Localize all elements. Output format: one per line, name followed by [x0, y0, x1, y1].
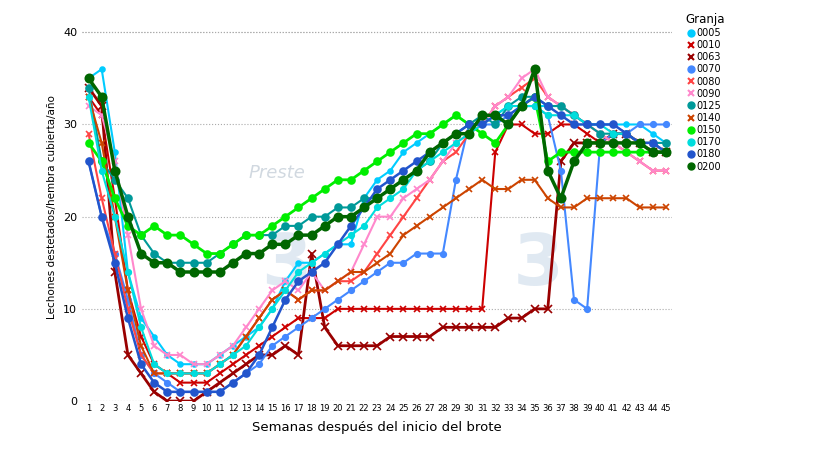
- Y-axis label: Lechones destetados/hembra cubierta/año: Lechones destetados/hembra cubierta/año: [48, 95, 57, 319]
- X-axis label: Semanas después del inicio del brote: Semanas después del inicio del brote: [252, 421, 501, 434]
- Text: 3        3: 3 3: [261, 231, 563, 300]
- Legend: 0005, 0010, 0063, 0070, 0080, 0090, 0125, 0140, 0150, 0170, 0180, 0200: 0005, 0010, 0063, 0070, 0080, 0090, 0125…: [682, 11, 726, 173]
- Text: Preste: Preste: [248, 164, 305, 182]
